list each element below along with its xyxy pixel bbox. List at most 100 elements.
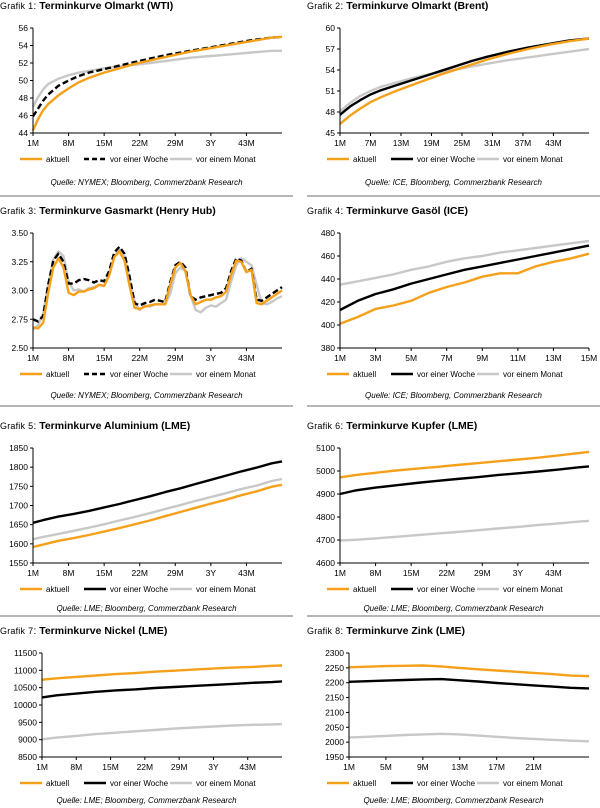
- chart-number: 8: [335, 626, 341, 636]
- chart-number: 6: [335, 421, 341, 431]
- y-tick-label: 1600: [9, 539, 28, 549]
- y-tick-label: 5000: [316, 466, 335, 476]
- y-tick-label: 420: [321, 297, 335, 307]
- y-tick-label: 2250: [325, 663, 344, 673]
- x-tick-label: 3Y: [208, 762, 219, 772]
- series-line-aktuell: [31, 35, 283, 131]
- x-tick-label: 29M: [171, 762, 188, 772]
- x-tick-label: 15M: [96, 353, 113, 363]
- x-tick-label: 7M: [365, 138, 377, 148]
- chart-panel-kupfer: Grafik 6: Terminkurve Kupfer (LME) 4600 4…: [307, 420, 600, 615]
- series-line-monat: [32, 249, 283, 331]
- chart-number: 1: [28, 1, 34, 11]
- series-line-woche: [32, 245, 283, 323]
- y-tick-label: 480: [321, 228, 335, 238]
- y-tick-label: 3.25: [11, 257, 28, 267]
- y-tick-label: 2200: [325, 678, 344, 688]
- series-line-monat: [339, 239, 590, 286]
- legend-label: vor einer Woche: [417, 370, 476, 379]
- chart-source: Quelle: ICE; Bloomberg, Commerzbank Rese…: [365, 391, 542, 400]
- grafik-label: Grafik: [0, 206, 26, 216]
- series-line-woche: [31, 35, 283, 118]
- x-tick-label: 21M: [525, 762, 542, 772]
- chart-panel-henry-hub: Grafik 3: Terminkurve Gasmarkt (Henry Hu…: [0, 205, 293, 405]
- series-line-woche: [339, 244, 590, 312]
- y-tick-label: 4900: [316, 489, 335, 499]
- legend-label: aktuell: [46, 585, 69, 594]
- legend-label: vor einem Monat: [196, 370, 256, 379]
- y-tick-label: 46: [19, 111, 29, 121]
- grafik-label: Grafik: [307, 206, 333, 216]
- y-tick-label: 57: [326, 44, 336, 54]
- x-tick-label: 17M: [488, 762, 505, 772]
- x-tick-label: 15M: [96, 138, 113, 148]
- chart-panel-wti: Grafik 1: Terminkurve Olmarkt (WTI) 44 46…: [0, 0, 293, 195]
- x-tick-label: 43M: [239, 762, 256, 772]
- chart-panel-brent: Grafik 2: Terminkurve Olmarkt (Brent) 45…: [307, 0, 600, 195]
- chart-svg: 1550 1600 1650 1700 1750 1800 1850 1M 8M 15M 22M 29…: [9, 443, 283, 594]
- series-line-monat: [348, 732, 590, 743]
- chart-source: Quelle: LME; Bloomberg, Commerzbank Rese…: [56, 604, 237, 613]
- x-tick-label: 15M: [102, 762, 119, 772]
- x-tick-label: 9M: [417, 762, 429, 772]
- x-tick-label: 13M: [393, 138, 410, 148]
- y-tick-label: 1650: [9, 520, 28, 530]
- chart-source: Quelle: LME; Bloomberg, Commerzbank Rese…: [56, 796, 237, 805]
- grafik-label: Grafik: [0, 421, 26, 431]
- x-tick-label: 31M: [484, 138, 501, 148]
- x-tick-label: 1M: [27, 353, 39, 363]
- legend-label: aktuell: [353, 155, 376, 164]
- x-tick-label: 1M: [334, 138, 346, 148]
- y-tick-label: 400: [321, 320, 335, 330]
- chart-svg: 45 48 51 54 57 60 1M 7M 13M 19M 25M 31M 37M 43M aktuel…: [326, 23, 590, 164]
- x-tick-label: 13M: [451, 762, 468, 772]
- chart-title-text: Terminkurve Gasöl (ICE): [346, 205, 468, 217]
- x-tick-label: 43M: [238, 138, 255, 148]
- y-tick-label: 45: [326, 128, 336, 138]
- y-tick-label: 1750: [9, 481, 28, 491]
- legend-label: vor einem Monat: [503, 585, 563, 594]
- x-tick-label: 1M: [334, 353, 346, 363]
- y-tick-label: 51: [326, 86, 336, 96]
- legend-label: vor einem Monat: [196, 155, 256, 164]
- x-tick-label: 13M: [545, 353, 562, 363]
- x-tick-label: 43M: [545, 138, 562, 148]
- separator: [0, 405, 293, 407]
- series-line-monat: [339, 519, 590, 542]
- chart-title: Grafik 4: Terminkurve Gasöl (ICE): [307, 205, 468, 217]
- legend-label: aktuell: [353, 585, 376, 594]
- chart-title: Grafik 6: Terminkurve Kupfer (LME): [307, 420, 478, 432]
- series-line-monat: [32, 477, 283, 541]
- y-tick-label: 11000: [14, 665, 37, 675]
- x-tick-label: 8M: [63, 353, 75, 363]
- x-tick-label: 7M: [441, 353, 453, 363]
- chart-source: Quelle: NYMEX; Bloomberg, Commerzbank Re…: [50, 178, 243, 187]
- y-tick-label: 4600: [316, 558, 335, 568]
- y-tick-label: 380: [321, 343, 335, 353]
- x-tick-label: 15M: [96, 568, 113, 578]
- grafik-label: Grafik: [307, 626, 333, 636]
- y-tick-label: 440: [321, 274, 335, 284]
- x-tick-label: 1M: [27, 568, 39, 578]
- separator: [307, 405, 600, 407]
- y-tick-label: 2000: [325, 737, 344, 747]
- legend-label: vor einer Woche: [110, 370, 169, 379]
- y-tick-label: 50: [19, 76, 29, 86]
- grafik-label: Grafik: [0, 1, 26, 11]
- x-tick-label: 43M: [545, 568, 562, 578]
- chart-title: Grafik 7: Terminkurve Nickel (LME): [0, 625, 168, 637]
- separator: [0, 615, 293, 617]
- y-tick-label: 1700: [9, 501, 28, 511]
- y-tick-label: 460: [321, 251, 335, 261]
- y-tick-label: 1950: [325, 752, 344, 762]
- x-tick-label: 15M: [581, 353, 598, 363]
- chart-svg: 2.50 2.75 3.00 3.25 3.50 1M 8M 15M 22M 29M 3Y 43M ak…: [11, 228, 283, 379]
- chart-number: 2: [335, 1, 341, 11]
- legend-label: vor einer Woche: [110, 585, 169, 594]
- chart-number: 3: [28, 206, 34, 216]
- chart-svg: 44 46 48 50 52 54 56 1M 8M 15M 22M 29M 3Y 43M aktuell v…: [19, 23, 283, 164]
- chart-panel-aluminium: Grafik 5: Terminkurve Aluminium (LME) 15…: [0, 420, 293, 615]
- separator: [0, 195, 293, 197]
- y-tick-label: 54: [19, 41, 29, 51]
- x-tick-label: 29M: [474, 568, 491, 578]
